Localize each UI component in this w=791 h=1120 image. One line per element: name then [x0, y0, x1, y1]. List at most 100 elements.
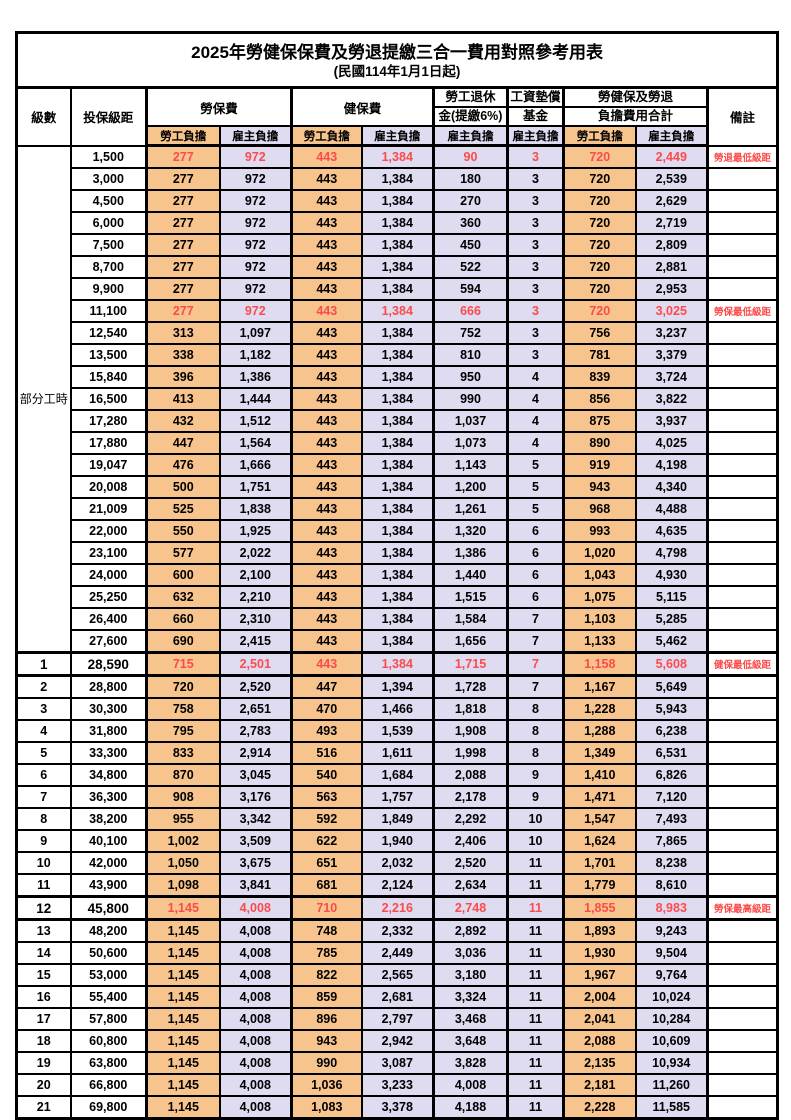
remark-cell — [705, 167, 779, 191]
total-employee-cell: 720 — [562, 233, 637, 257]
total-employer-cell: 11,585 — [634, 1095, 709, 1120]
bracket-cell: 60,800 — [69, 1029, 148, 1053]
total-employee-cell: 1,349 — [562, 741, 637, 765]
total-employee-cell: 1,967 — [562, 963, 637, 987]
labor-employer-cell: 2,415 — [218, 629, 293, 654]
labor-employer-cell: 1,097 — [218, 321, 293, 345]
remark-cell — [705, 851, 779, 875]
subheader-total-employer: 雇主負擔 — [634, 125, 709, 147]
subheader-pension-employer: 雇主負擔 — [432, 125, 509, 147]
bracket-cell: 3,000 — [69, 167, 148, 191]
labor-employee-cell: 413 — [145, 387, 221, 411]
health-employer-cell: 1,940 — [360, 829, 435, 853]
level-cell: 12 — [15, 895, 72, 921]
wage-fund-employer-cell: 3 — [506, 299, 565, 323]
pension-employer-cell: 1,200 — [432, 475, 509, 499]
table-row: 22,000 550 1,925 443 1,384 1,320 6 993 4,635 — [17, 519, 779, 543]
table-row: 13 48,200 1,145 4,008 748 2,332 2,892 11 1,893 9,… — [15, 918, 779, 943]
bracket-cell: 6,000 — [69, 211, 148, 235]
total-employee-cell: 968 — [562, 497, 637, 521]
bracket-cell: 1,500 — [69, 144, 148, 169]
health-employer-cell: 1,384 — [360, 431, 435, 455]
total-employer-cell: 8,983 — [634, 895, 709, 921]
health-employee-cell: 443 — [290, 629, 363, 654]
table-title-cell: 2025年勞健保保費及勞退提繳三合一費用對照參考用表 (民國114年1月1日起) — [15, 31, 779, 89]
table-row: 7,500 277 972 443 1,384 450 3 720 2,809 — [17, 233, 779, 257]
health-employee-cell: 1,083 — [290, 1095, 363, 1120]
total-employee-cell: 1,930 — [562, 941, 637, 965]
wage-fund-employer-cell: 11 — [506, 895, 565, 921]
bracket-cell: 43,900 — [69, 873, 148, 898]
total-employer-cell: 2,719 — [634, 211, 709, 235]
pension-employer-cell: 2,748 — [432, 895, 509, 921]
labor-employer-cell: 3,342 — [218, 807, 293, 831]
labor-employer-cell: 2,783 — [218, 719, 293, 743]
bracket-cell: 19,047 — [69, 453, 148, 477]
health-employer-cell: 1,384 — [360, 144, 435, 169]
bracket-cell: 30,300 — [69, 697, 148, 721]
col-header-bracket: 投保級距 — [69, 86, 148, 147]
wage-fund-employer-cell: 4 — [506, 365, 565, 389]
table-row: 4 31,800 795 2,783 493 1,539 1,908 8 1,288 6,238 — [15, 719, 779, 743]
labor-employee-cell: 277 — [145, 189, 221, 213]
health-employee-cell: 896 — [290, 1007, 363, 1031]
total-employee-cell: 1,624 — [562, 829, 637, 853]
pension-employer-cell: 1,656 — [432, 629, 509, 654]
remark-cell — [705, 453, 779, 477]
labor-employee-cell: 500 — [145, 475, 221, 499]
labor-employee-cell: 277 — [145, 233, 221, 257]
col-header-pension-line1: 勞工退休 — [432, 86, 509, 108]
remark-cell — [705, 497, 779, 521]
health-employer-cell: 1,384 — [360, 189, 435, 213]
remark-cell — [705, 763, 779, 787]
total-employer-cell: 3,025 — [634, 299, 709, 323]
health-employer-cell: 1,384 — [360, 563, 435, 587]
col-header-pension-line2: 金(提繳6%) — [432, 106, 509, 127]
bracket-cell: 31,800 — [69, 719, 148, 743]
health-employer-cell: 1,384 — [360, 409, 435, 433]
table-row: 20 66,800 1,145 4,008 1,036 3,233 4,008 11 2,181… — [15, 1073, 779, 1097]
labor-employer-cell: 1,182 — [218, 343, 293, 367]
health-employee-cell: 443 — [290, 431, 363, 455]
table-row: 17,880 447 1,564 443 1,384 1,073 4 890 4,025 — [17, 431, 779, 455]
health-employee-cell: 443 — [290, 497, 363, 521]
table-row: 2 28,800 720 2,520 447 1,394 1,728 7 1,167 5,649 — [15, 674, 779, 699]
health-employee-cell: 516 — [290, 741, 363, 765]
total-employee-cell: 2,088 — [562, 1029, 637, 1053]
labor-employee-cell: 908 — [145, 785, 221, 809]
health-employee-cell: 443 — [290, 475, 363, 499]
wage-fund-employer-cell: 11 — [506, 1029, 565, 1053]
subheader-health-employer: 雇主負擔 — [360, 125, 435, 147]
labor-employee-cell: 1,145 — [145, 985, 221, 1009]
pension-employer-cell: 950 — [432, 365, 509, 389]
health-employee-cell: 443 — [290, 409, 363, 433]
health-employer-cell: 2,124 — [360, 873, 435, 898]
pension-employer-cell: 2,292 — [432, 807, 509, 831]
labor-employer-cell: 2,210 — [218, 585, 293, 609]
total-employer-cell: 3,379 — [634, 343, 709, 367]
pension-employer-cell: 4,188 — [432, 1095, 509, 1120]
level-cell: 5 — [15, 741, 72, 765]
labor-employer-cell: 3,509 — [218, 829, 293, 853]
labor-employer-cell: 1,444 — [218, 387, 293, 411]
remark-cell: 勞保最高級距 — [705, 895, 779, 921]
wage-fund-employer-cell: 11 — [506, 985, 565, 1009]
wage-fund-employer-cell: 11 — [506, 941, 565, 965]
wage-fund-employer-cell: 7 — [506, 629, 565, 654]
health-employee-cell: 443 — [290, 255, 363, 279]
health-employer-cell: 1,384 — [360, 365, 435, 389]
pension-employer-cell: 3,036 — [432, 941, 509, 965]
wage-fund-employer-cell: 5 — [506, 475, 565, 499]
health-employer-cell: 2,332 — [360, 918, 435, 943]
table-row: 3,000 277 972 443 1,384 180 3 720 2,539 — [17, 167, 779, 191]
total-employee-cell: 1,547 — [562, 807, 637, 831]
remark-cell — [705, 963, 779, 987]
level-cell: 21 — [15, 1095, 72, 1120]
wage-fund-employer-cell: 11 — [506, 1007, 565, 1031]
table-row: 19,047 476 1,666 443 1,384 1,143 5 919 4,198 — [17, 453, 779, 477]
labor-employee-cell: 447 — [145, 431, 221, 455]
wage-fund-employer-cell: 10 — [506, 807, 565, 831]
bracket-cell: 42,000 — [69, 851, 148, 875]
labor-employee-cell: 277 — [145, 255, 221, 279]
remark-cell — [705, 741, 779, 765]
